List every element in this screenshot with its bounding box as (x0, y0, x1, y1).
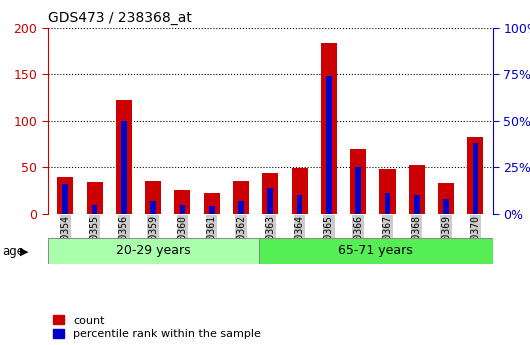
Bar (297, 195, 303, 214)
Bar (414, 195, 420, 214)
Bar (174, 190, 190, 214)
Bar (321, 42, 337, 214)
Bar (145, 181, 161, 214)
Bar (473, 143, 478, 214)
Text: 65-71 years: 65-71 years (338, 245, 413, 257)
Bar (259, 238, 493, 264)
Bar (350, 149, 366, 214)
Bar (57, 177, 73, 214)
Bar (326, 76, 332, 214)
Bar (48, 238, 259, 264)
Bar (268, 188, 273, 214)
Text: age: age (3, 245, 25, 258)
Bar (92, 205, 98, 214)
Bar (151, 201, 156, 214)
Bar (233, 181, 249, 214)
Bar (86, 182, 103, 214)
Bar (116, 100, 132, 214)
Bar (379, 169, 395, 214)
Text: ▶: ▶ (20, 246, 29, 256)
Bar (443, 199, 449, 214)
Bar (180, 205, 186, 214)
Bar (438, 183, 454, 214)
Bar (121, 121, 127, 214)
Bar (204, 194, 220, 214)
Bar (385, 194, 390, 214)
Bar (292, 168, 307, 214)
Bar (409, 166, 425, 214)
Text: GDS473 / 238368_at: GDS473 / 238368_at (48, 11, 191, 25)
Bar (209, 206, 215, 214)
Bar (238, 201, 244, 214)
Bar (63, 184, 68, 214)
Bar (467, 137, 483, 214)
Bar (355, 167, 361, 214)
Bar (262, 173, 278, 214)
Legend: count, percentile rank within the sample: count, percentile rank within the sample (53, 315, 261, 339)
Text: 20-29 years: 20-29 years (116, 245, 190, 257)
